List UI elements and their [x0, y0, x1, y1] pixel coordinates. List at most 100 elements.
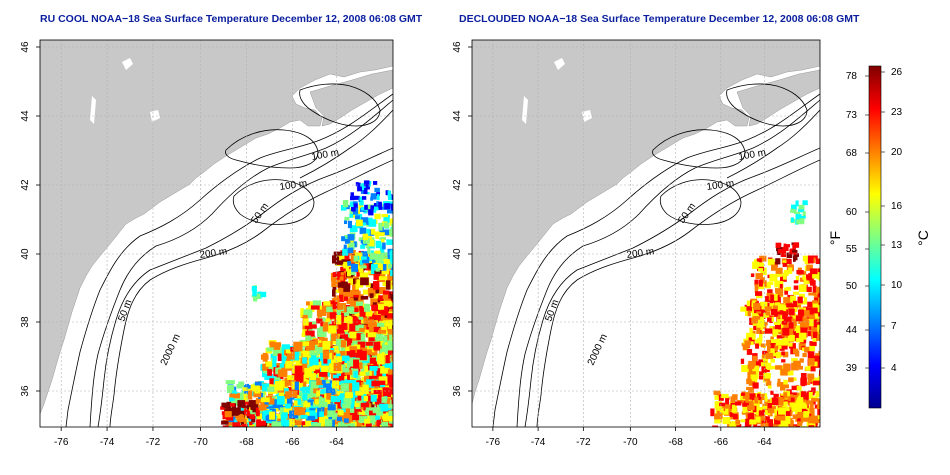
sst-pixel: [777, 314, 783, 319]
sst-pixel: [369, 314, 374, 323]
sst-pixel: [270, 353, 277, 361]
sst-pixel: [318, 396, 323, 405]
sst-pixel: [807, 301, 815, 308]
sst-pixel: [783, 243, 787, 248]
sst-pixel: [797, 411, 804, 419]
sst-pixel: [247, 426, 255, 427]
sst-pixel: [730, 415, 735, 420]
sst-pixel: [744, 340, 751, 346]
sst-pixel: [371, 304, 380, 312]
sst-pixel: [371, 355, 381, 363]
sst-pixel: [295, 359, 301, 368]
sst-pixel: [350, 404, 355, 413]
sst-pixel: [253, 295, 258, 301]
sst-pixel: [377, 340, 384, 346]
sst-pixel: [382, 229, 390, 236]
sst-pixel: [387, 201, 393, 207]
sst-pixel: [782, 262, 788, 267]
sst-pixel: [392, 419, 393, 427]
sst-pixel: [749, 327, 753, 335]
lat-tick-label: 46: [452, 41, 463, 53]
sst-pixel: [750, 341, 754, 345]
sst-pixel: [775, 339, 784, 346]
sst-pixel: [790, 398, 798, 407]
sst-pixel: [750, 273, 755, 277]
sst-pixel: [340, 383, 349, 392]
sst-pixel: [322, 341, 331, 350]
sst-pixel: [387, 350, 393, 355]
sst-pixel: [373, 389, 382, 398]
celsius-tick-label: 7: [891, 321, 897, 332]
sst-pixel: [736, 425, 742, 427]
sst-pixel: [811, 305, 820, 314]
sst-pixel: [754, 284, 760, 290]
sst-pixel: [780, 315, 784, 321]
sst-pixel: [314, 399, 322, 405]
sst-pixel: [782, 311, 786, 320]
sst-pixel: [817, 324, 820, 332]
sst-pixel: [357, 394, 362, 401]
sst-pixel: [774, 311, 782, 317]
sst-pixel: [766, 419, 773, 427]
sst-pixel: [332, 302, 338, 310]
sst-pixel: [786, 303, 793, 308]
sst-pixel: [796, 329, 803, 333]
sst-pixel: [799, 358, 804, 363]
sst-pixel: [368, 414, 374, 424]
sst-pixel: [332, 346, 339, 355]
sst-pixel: [373, 361, 379, 367]
contour-label-100m: 100 m: [706, 178, 735, 193]
sst-pixel: [753, 324, 760, 330]
lon-tick-label: -68: [668, 437, 683, 448]
sst-pixel: [807, 351, 815, 359]
sst-pixel: [333, 356, 343, 363]
sst-pixel: [257, 291, 263, 295]
sst-pixel: [793, 255, 796, 262]
sst-pixel: [341, 355, 350, 362]
sst-pixel: [377, 287, 386, 294]
sst-pixel: [784, 289, 789, 295]
sst-pixel: [389, 411, 393, 418]
map-frame: [39, 39, 394, 428]
sst-pixel: [391, 392, 393, 398]
lake: [122, 58, 133, 70]
sst-pixel: [391, 223, 393, 230]
sst-pixel: [318, 342, 323, 350]
sst-pixel: [365, 370, 370, 378]
sst-pixel: [811, 397, 815, 402]
contour-200m: [524, 147, 820, 427]
sst-pixel: [360, 206, 366, 211]
sst-pixel: [748, 337, 755, 345]
sst-pixel: [223, 404, 229, 409]
sst-pixel: [771, 405, 776, 409]
sst-pixel: [360, 251, 368, 258]
sst-pixel: [780, 369, 788, 376]
sst-pixel: [310, 381, 319, 390]
sst-pixel: [322, 322, 329, 332]
sst-pixel: [279, 407, 287, 416]
sst-pixel: [744, 304, 752, 312]
sst-pixel: [376, 368, 383, 378]
sst-pixel: [222, 425, 229, 427]
sst-pixel: [359, 416, 368, 423]
sst-pixel: [324, 419, 333, 427]
sst-pixel: [791, 249, 797, 253]
sst-pixel: [777, 323, 786, 329]
lat-tick-label: 42: [20, 179, 31, 191]
sst-pixel: [769, 273, 778, 282]
sst-pixel: [367, 239, 375, 247]
sst-pixel: [346, 379, 356, 387]
sst-pixel: [344, 346, 350, 352]
sst-pixel: [331, 419, 341, 427]
sst-pixel: [274, 427, 279, 434]
sst-pixel: [379, 246, 385, 253]
sst-pixel: [293, 341, 303, 352]
sst-pixel: [264, 400, 271, 405]
sst-pixel: [225, 380, 235, 384]
sst-pixel: [353, 241, 357, 248]
sst-pixel: [795, 214, 802, 220]
sst-pixel: [366, 379, 375, 388]
sst-pixel: [369, 252, 378, 260]
sst-pixel: [276, 387, 285, 397]
sst-pixel: [350, 426, 356, 427]
